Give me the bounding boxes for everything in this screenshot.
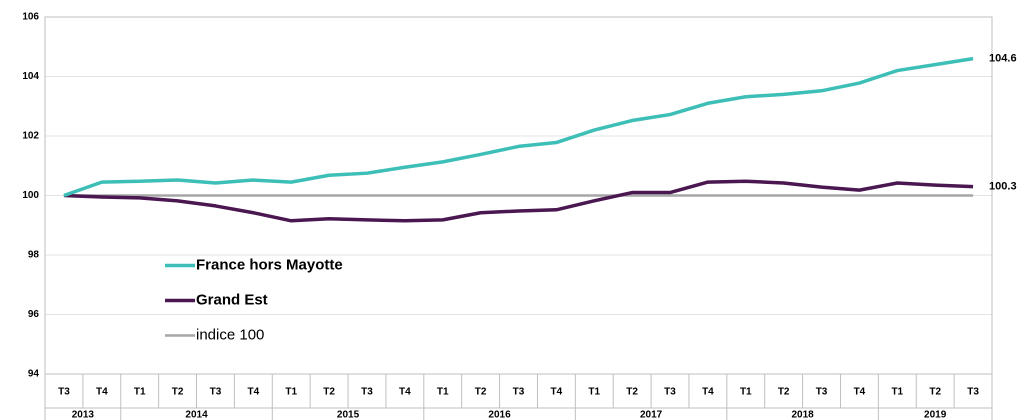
year-label: 2016 bbox=[488, 410, 511, 420]
legend-label: indice 100 bbox=[196, 326, 264, 343]
x-tick-label: T3 bbox=[816, 387, 828, 398]
x-tick-label: T1 bbox=[740, 387, 752, 398]
x-tick-label: T3 bbox=[664, 387, 676, 398]
x-tick-label: T1 bbox=[588, 387, 600, 398]
year-label: 2019 bbox=[924, 410, 947, 420]
y-tick-label: 102 bbox=[22, 131, 39, 142]
x-tick-label: T4 bbox=[399, 387, 411, 398]
x-tick-label: T2 bbox=[929, 387, 941, 398]
series-line bbox=[63, 179, 974, 223]
y-tick-label: 100 bbox=[22, 190, 39, 201]
x-tick-label: T2 bbox=[172, 387, 184, 398]
x-tick-label: T3 bbox=[361, 387, 373, 398]
series-line bbox=[63, 56, 974, 198]
x-tick-label: T2 bbox=[778, 387, 790, 398]
year-label: 2015 bbox=[337, 410, 360, 420]
y-tick-label: 98 bbox=[28, 250, 40, 261]
x-tick-label: T3 bbox=[210, 387, 222, 398]
year-label: 2018 bbox=[791, 410, 814, 420]
plot-frame bbox=[44, 16, 993, 375]
x-tick-label: T4 bbox=[702, 387, 714, 398]
y-tick-label: 106 bbox=[22, 12, 39, 23]
x-tick-label: T4 bbox=[248, 387, 260, 398]
year-label: 2013 bbox=[72, 410, 95, 420]
y-tick-label: 94 bbox=[28, 369, 40, 380]
y-tick-label: 104 bbox=[22, 71, 39, 82]
year-label: 2014 bbox=[185, 410, 208, 420]
x-tick-label: T4 bbox=[96, 387, 108, 398]
x-tick-label: T3 bbox=[58, 387, 70, 398]
y-tick-label: 96 bbox=[28, 309, 40, 320]
x-tick-label: T3 bbox=[513, 387, 525, 398]
x-tick-label: T2 bbox=[626, 387, 638, 398]
legend-label: Grand Est bbox=[196, 291, 268, 308]
x-tick-label: T2 bbox=[475, 387, 487, 398]
end-label: 104.6 bbox=[989, 53, 1017, 65]
x-tick-label: T2 bbox=[323, 387, 335, 398]
x-tick-label: T1 bbox=[134, 387, 146, 398]
legend-label: France hors Mayotte bbox=[196, 256, 343, 273]
x-tick-label: T4 bbox=[854, 387, 866, 398]
x-tick-label: T1 bbox=[891, 387, 903, 398]
end-label: 100.3 bbox=[989, 180, 1017, 192]
x-tick-label: T1 bbox=[285, 387, 297, 398]
x-tick-label: T4 bbox=[551, 387, 563, 398]
x-tick-label: T3 bbox=[967, 387, 979, 398]
x-tick-label: T1 bbox=[437, 387, 449, 398]
year-label: 2017 bbox=[640, 410, 663, 420]
